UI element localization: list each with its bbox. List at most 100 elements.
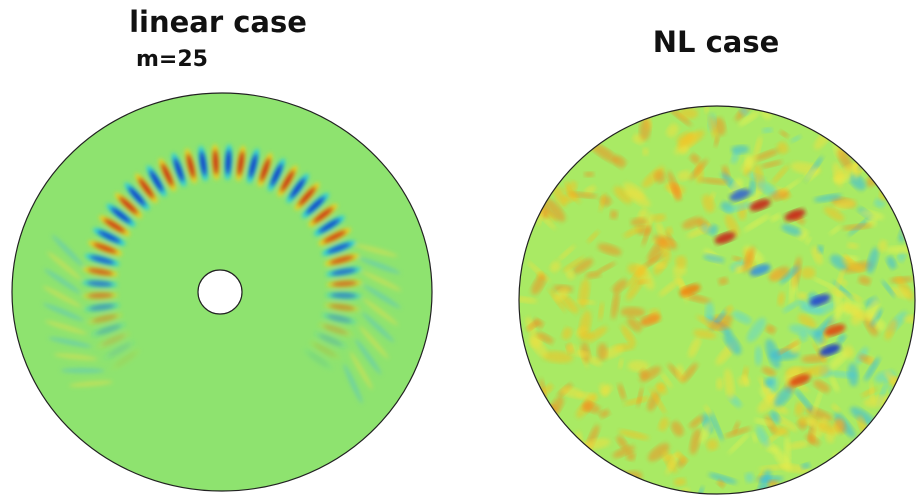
mode-lobe [329,303,355,311]
eddy [681,362,698,383]
eddy [562,111,586,130]
eddy [675,255,687,268]
eddy [549,464,565,475]
eddy [656,221,666,241]
strong-eddy [729,188,751,202]
eddy [562,192,577,203]
mode-tail [42,303,84,321]
eddy [790,482,811,494]
eddy [708,473,738,484]
eddy [871,429,880,442]
eddy [626,276,644,301]
eddy [788,324,817,337]
mode-lobe [248,153,258,179]
strong-eddy [749,263,771,277]
mode-lobe [118,196,139,215]
eddy [877,239,888,253]
mode-lobe [289,177,306,199]
eddy [526,321,539,331]
eddy [794,389,814,412]
mode-tail [363,298,399,326]
eddy [677,170,692,181]
eddy [554,287,569,302]
eddy [678,107,699,120]
mode-tail [359,325,389,359]
mode-lobe [103,218,126,234]
eddy [572,350,591,358]
eddy [890,286,911,299]
strong-eddy [784,208,806,222]
eddy [654,382,664,392]
eddy [676,452,687,463]
eddy [781,224,802,236]
eddy [811,246,823,265]
eddy [613,186,633,204]
eddy [834,298,852,317]
eddy [905,116,915,129]
mode-lobe [323,324,348,335]
eddy [639,118,651,141]
eddy [905,453,915,482]
eddy [572,258,594,274]
eddy [625,188,651,208]
eddy [563,118,572,127]
eddy [881,280,896,297]
eddy [534,158,545,164]
mode-tail [69,380,113,387]
eddy [754,136,763,159]
mode-tail [355,244,398,257]
eddy [812,389,823,416]
eddy [623,226,643,238]
eddy [672,183,681,201]
eddy [599,409,610,418]
eddy [708,224,718,236]
eddy [830,376,840,393]
eddy [830,254,848,270]
eddy [725,214,740,237]
mode-tail [355,338,382,375]
eddy [680,145,689,155]
eddy [847,363,859,387]
eddy [777,291,785,307]
eddy [542,350,574,364]
eddy [837,333,846,344]
eddy [602,384,613,395]
eddy [599,193,606,212]
eddy [574,149,582,158]
eddy [755,425,770,448]
eddy [581,463,588,475]
mode-tail [48,337,92,348]
eddy [860,458,888,474]
eddy [551,108,564,124]
mode-lobe [87,268,114,276]
eddy [859,210,885,220]
eddy [757,392,780,413]
eddy [866,247,879,274]
eddy [828,288,849,299]
mode-tail [47,251,82,280]
eddy [560,386,583,398]
eddy [905,180,910,194]
mode-lobe [280,169,295,193]
mode-lobe [298,186,317,207]
eddy [582,438,611,450]
mode-lobe [89,255,115,265]
eddy [831,403,841,413]
eddy [867,355,875,365]
eddy [758,376,774,403]
mode-tail [44,268,81,294]
eddy [689,158,708,181]
eddy [639,369,649,379]
eddy [616,435,628,450]
eddy [835,266,846,292]
eddy [596,262,616,274]
eddy [597,343,608,361]
eddy [858,275,871,286]
eddy [875,137,888,157]
eddy [813,379,831,393]
eddy [797,299,820,315]
eddy [689,428,701,455]
eddy [593,475,602,494]
eddy [588,356,603,366]
